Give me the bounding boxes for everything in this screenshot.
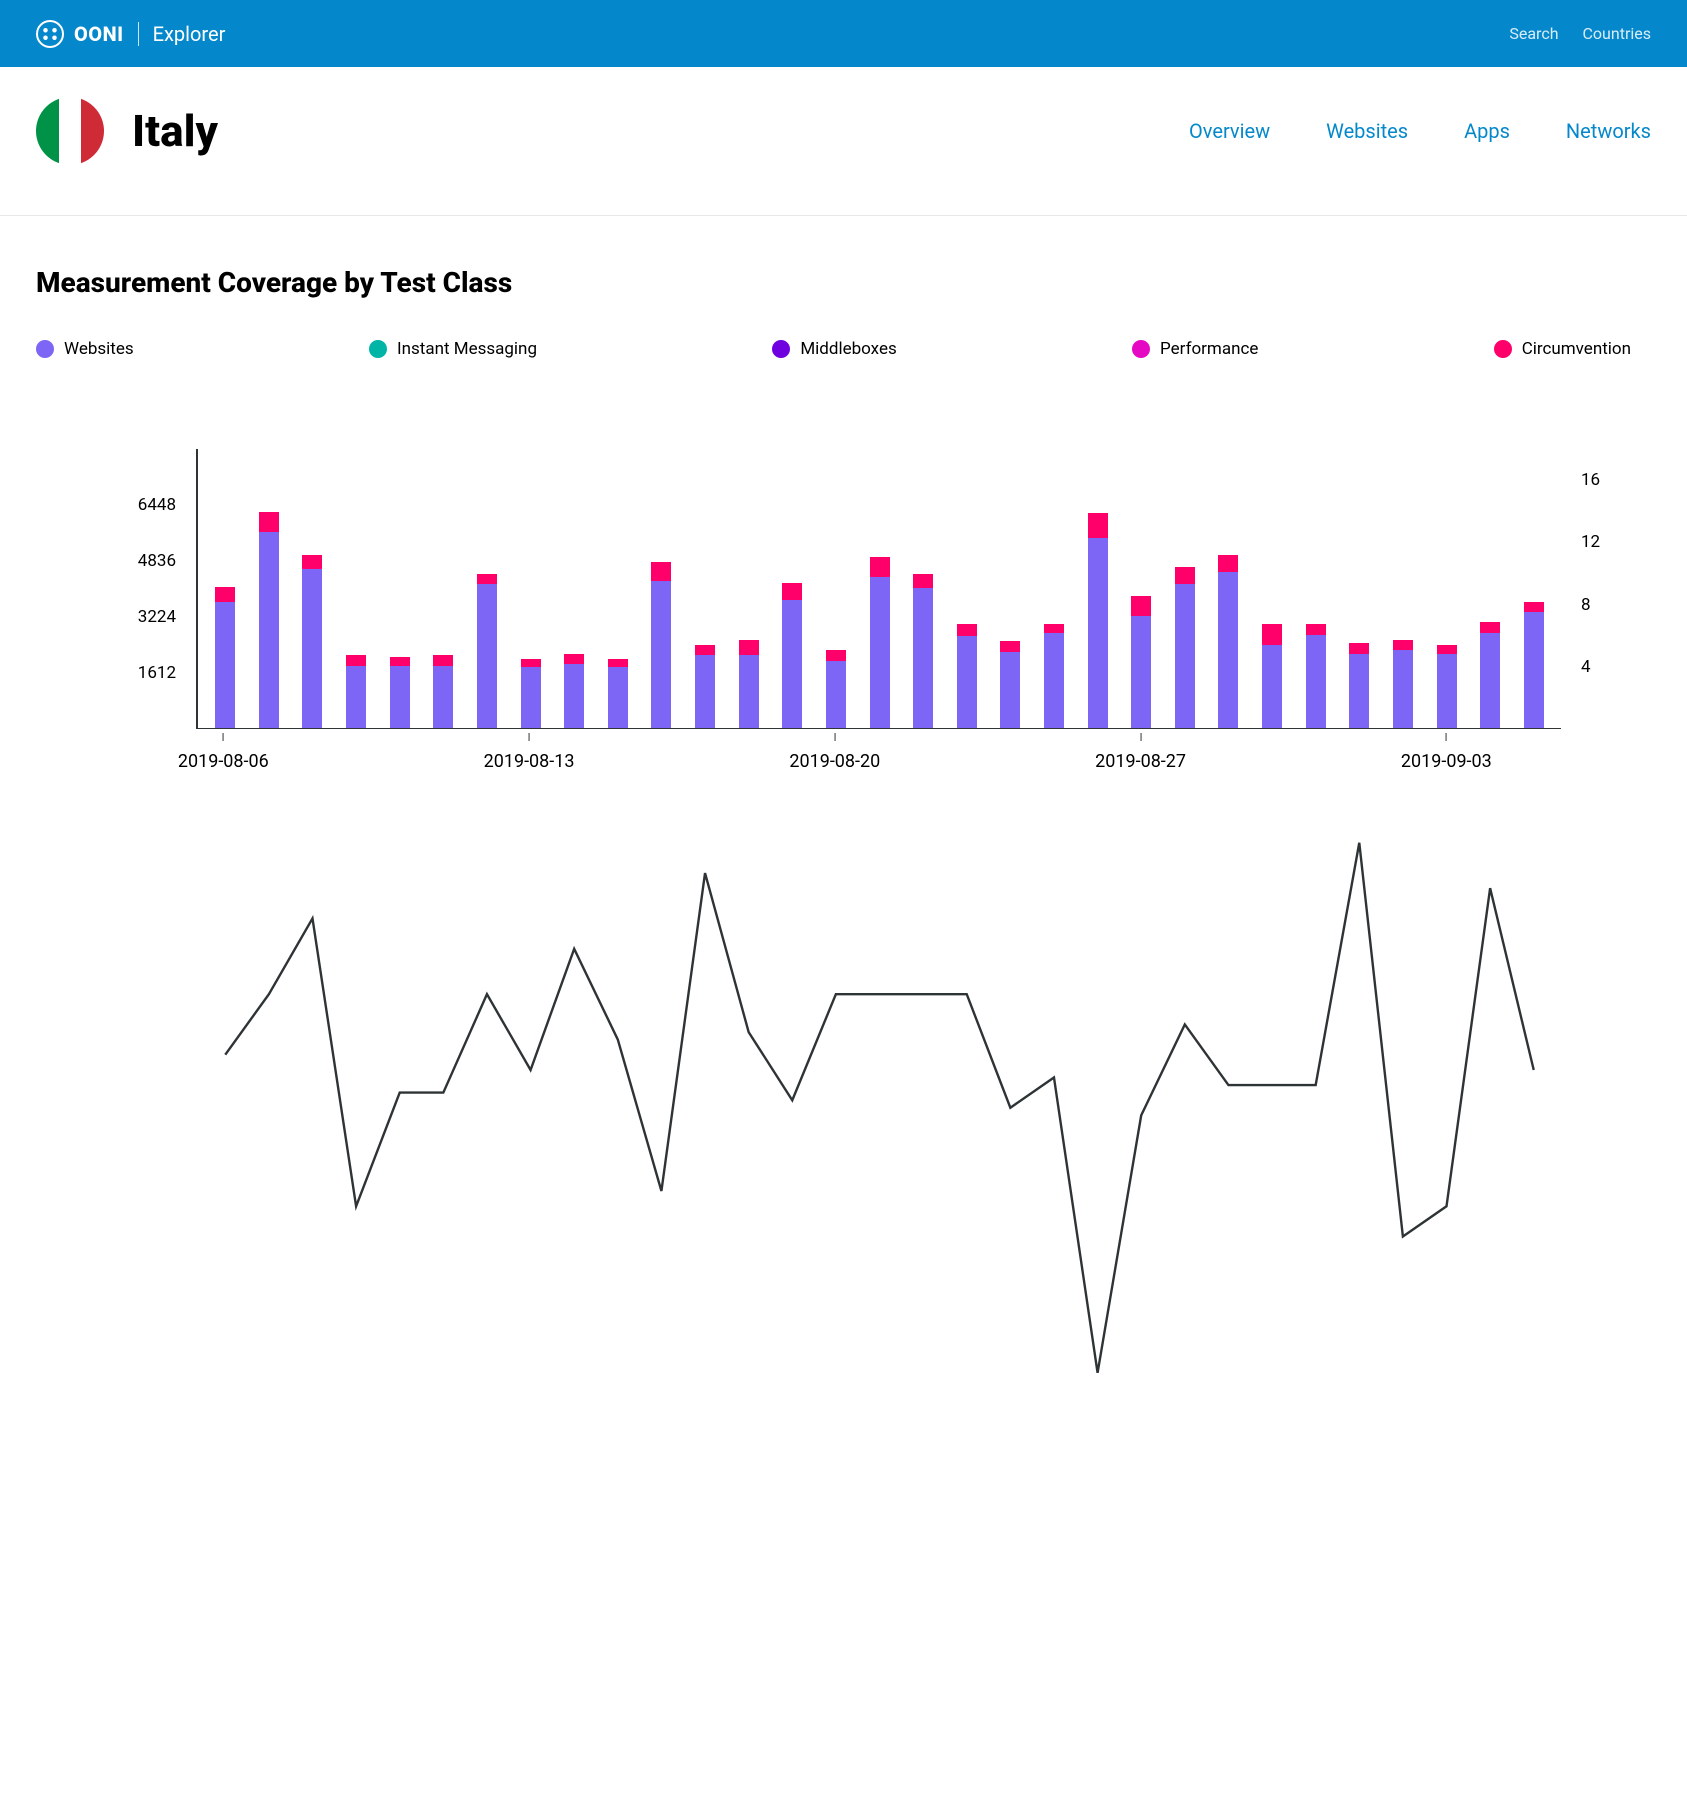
legend-label: Performance bbox=[1160, 339, 1258, 359]
x-tick-mark bbox=[1140, 733, 1141, 741]
y-tick-left: 3224 bbox=[36, 607, 188, 627]
legend-dot-icon bbox=[369, 340, 387, 358]
chart-legend: Websites Instant Messaging Middleboxes Perf… bbox=[36, 339, 1651, 359]
tab-overview[interactable]: Overview bbox=[1189, 119, 1270, 143]
line-layer bbox=[198, 449, 1561, 1812]
legend-label: Circumvention bbox=[1522, 339, 1631, 359]
legend-item[interactable]: Instant Messaging bbox=[369, 339, 537, 359]
x-tick-label: 2019-08-06 bbox=[178, 751, 269, 772]
x-axis: 2019-08-062019-08-132019-08-202019-08-27… bbox=[196, 733, 1561, 789]
x-tick-label: 2019-09-03 bbox=[1401, 751, 1492, 772]
country-tabs: Overview Websites Apps Networks bbox=[1189, 119, 1651, 143]
tab-websites[interactable]: Websites bbox=[1326, 119, 1408, 143]
x-tick-mark bbox=[1446, 733, 1447, 741]
coverage-section: Measurement Coverage by Test Class Websi… bbox=[0, 216, 1687, 819]
header-nav: Search Countries bbox=[1509, 24, 1651, 43]
nav-link-search[interactable]: Search bbox=[1509, 24, 1558, 43]
chart-plot-area bbox=[196, 449, 1561, 729]
brand-separator bbox=[138, 22, 139, 46]
legend-dot-icon bbox=[772, 340, 790, 358]
brand-name: OONI bbox=[74, 22, 124, 46]
legend-dot-icon bbox=[1132, 340, 1150, 358]
y-axis-right: 4 8 12 16 bbox=[1569, 449, 1651, 729]
x-tick-label: 2019-08-27 bbox=[1095, 751, 1186, 772]
legend-label: Instant Messaging bbox=[397, 339, 537, 359]
legend-dot-icon bbox=[1494, 340, 1512, 358]
x-tick: 2019-08-27 bbox=[1095, 733, 1186, 772]
legend-item[interactable]: Performance bbox=[1132, 339, 1258, 359]
country-header: Italy Overview Websites Apps Networks bbox=[0, 67, 1687, 216]
y-tick-left: 6448 bbox=[36, 495, 188, 515]
legend-label: Websites bbox=[64, 339, 134, 359]
brand[interactable]: OONI Explorer bbox=[36, 20, 225, 48]
legend-dot-icon bbox=[36, 340, 54, 358]
ooni-logo-icon bbox=[36, 20, 64, 48]
coverage-chart: 1612 3224 4836 6448 4 8 12 16 2019-08-06 2019-0… bbox=[36, 449, 1651, 789]
legend-item[interactable]: Circumvention bbox=[1494, 339, 1631, 359]
x-tick-label: 2019-08-20 bbox=[789, 751, 880, 772]
country-identity: Italy bbox=[36, 97, 218, 165]
legend-item[interactable]: Websites bbox=[36, 339, 134, 359]
legend-label: Middleboxes bbox=[800, 339, 896, 359]
network-count-line bbox=[225, 843, 1533, 1373]
x-tick: 2019-08-13 bbox=[484, 733, 575, 772]
tab-networks[interactable]: Networks bbox=[1566, 119, 1651, 143]
y-tick-right: 8 bbox=[1569, 595, 1651, 615]
y-axis-left: 1612 3224 4836 6448 bbox=[36, 449, 188, 729]
y-tick-right: 16 bbox=[1569, 470, 1651, 490]
x-tick-mark bbox=[529, 733, 530, 741]
app-header: OONI Explorer Search Countries bbox=[0, 0, 1687, 67]
tab-apps[interactable]: Apps bbox=[1464, 119, 1510, 143]
section-title: Measurement Coverage by Test Class bbox=[36, 266, 1651, 299]
y-tick-right: 4 bbox=[1569, 657, 1651, 677]
y-tick-left: 4836 bbox=[36, 551, 188, 571]
x-tick: 2019-09-03 bbox=[1401, 733, 1492, 772]
x-tick: 2019-08-06 bbox=[178, 733, 269, 772]
nav-link-countries[interactable]: Countries bbox=[1583, 24, 1651, 43]
y-tick-left: 1612 bbox=[36, 663, 188, 683]
x-tick-mark bbox=[223, 733, 224, 741]
x-tick: 2019-08-20 bbox=[789, 733, 880, 772]
x-tick-label: 2019-08-13 bbox=[484, 751, 575, 772]
y-tick-right: 12 bbox=[1569, 532, 1651, 552]
brand-subtitle: Explorer bbox=[153, 22, 226, 46]
legend-item[interactable]: Middleboxes bbox=[772, 339, 896, 359]
country-name: Italy bbox=[132, 105, 218, 157]
x-tick-mark bbox=[834, 733, 835, 741]
country-flag-icon bbox=[36, 97, 104, 165]
